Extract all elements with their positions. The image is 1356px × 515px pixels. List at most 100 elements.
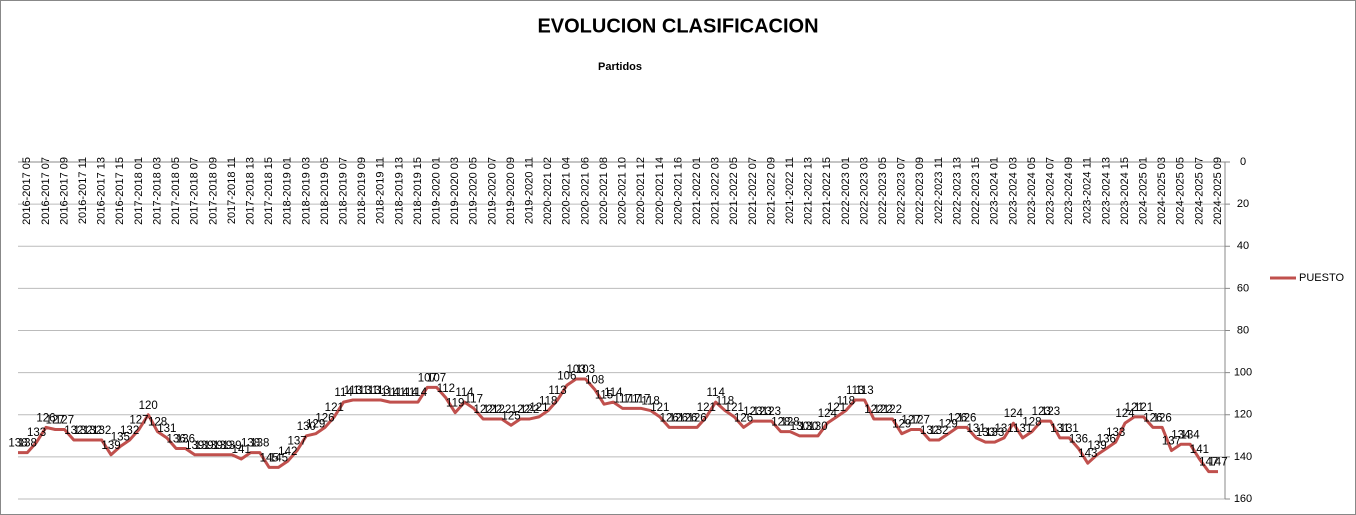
data-label: 121 — [1134, 402, 1153, 414]
data-label: 139 — [1087, 440, 1106, 452]
data-label: 126 — [687, 412, 706, 424]
data-label: 124 — [1004, 408, 1024, 420]
x-tick-label: 2021-2022 03 — [710, 157, 722, 225]
x-tick-label: 2023-2024 05 — [1026, 157, 1038, 225]
x-tick-label: 2016-2017 07 — [40, 157, 52, 225]
x-tick-label: 2020-2021 12 — [635, 157, 647, 225]
data-label: 114 — [409, 387, 428, 399]
data-label: 117 — [613, 393, 631, 405]
x-tick-label: 2018-2019 03 — [300, 157, 312, 225]
data-label: 137 — [287, 436, 306, 448]
data-label: 136 — [167, 433, 186, 445]
data-label: 123 — [1041, 406, 1060, 418]
data-label: 121 — [1125, 402, 1144, 414]
x-tick-label: 2024-2025 03 — [1156, 157, 1168, 225]
data-label: 129 — [939, 419, 958, 431]
x-tick-label: 2018-2019 11 — [375, 157, 387, 224]
data-label: 142 — [278, 446, 297, 458]
data-label: 126 — [734, 412, 753, 424]
data-label: 114 — [334, 387, 353, 399]
data-label: 126 — [1153, 412, 1172, 424]
data-label: 103 — [567, 364, 586, 376]
data-label: 127 — [911, 415, 930, 427]
x-tick-label: 2022-2023 07 — [896, 157, 908, 225]
data-label: 114 — [604, 387, 623, 399]
x-tick-label: 2023-2024 07 — [1044, 157, 1056, 225]
data-label: 131 — [1050, 423, 1069, 435]
data-label: 108 — [585, 375, 604, 387]
data-label: 131 — [1013, 423, 1032, 435]
data-label: 114 — [707, 387, 726, 399]
x-tick-label: 2020-2021 02 — [542, 157, 554, 225]
data-label: 125 — [501, 410, 520, 422]
data-label: 129 — [892, 419, 911, 431]
data-label: 123 — [753, 406, 772, 418]
x-tick-label: 2020-2021 10 — [617, 157, 629, 225]
x-tick-label: 2022-2023 03 — [858, 157, 870, 225]
data-label: 132 — [74, 425, 93, 437]
data-label: 139 — [101, 440, 120, 452]
data-label: 117 — [465, 393, 483, 405]
data-label: 123 — [1032, 406, 1051, 418]
data-label: 122 — [883, 404, 902, 416]
data-label: 122 — [874, 404, 893, 416]
x-tick-label: 2021-2022 05 — [728, 157, 740, 225]
x-tick-label: 2018-2019 07 — [337, 157, 349, 225]
data-label: 122 — [864, 404, 883, 416]
x-tick-label: 2017-2018 09 — [207, 157, 219, 225]
data-label: 128 — [780, 417, 799, 429]
data-label: 122 — [492, 404, 511, 416]
x-tick-label: 2016-2017 13 — [96, 157, 108, 225]
data-label: 145 — [260, 452, 279, 464]
data-label: 118 — [716, 396, 734, 408]
data-label: 132 — [929, 425, 948, 437]
data-label: 126 — [36, 412, 55, 424]
x-tick-label: 2023-2024 11 — [1082, 157, 1094, 224]
x-tick-label: 2021-2022 09 — [765, 157, 777, 225]
y-tick-label: 80 — [1237, 324, 1249, 336]
data-label: 117 — [623, 393, 641, 405]
data-label: 132 — [920, 425, 939, 437]
data-label: 128 — [1022, 417, 1041, 429]
data-label: 113 — [846, 385, 864, 397]
data-label: 133 — [27, 427, 46, 439]
y-tick-label: 40 — [1237, 240, 1249, 252]
x-tick-label: 2024-2025 05 — [1175, 157, 1187, 225]
data-label: 139 — [213, 440, 232, 452]
data-label: 139 — [194, 440, 213, 452]
data-label: 124 — [818, 408, 838, 420]
x-tick-label: 2020-2021 08 — [598, 157, 610, 225]
x-tick-label: 2022-2023 05 — [877, 157, 889, 225]
x-tick-label: 2019-2020 09 — [505, 157, 517, 225]
data-label: 114 — [381, 387, 400, 399]
data-label: 130 — [808, 421, 827, 433]
data-label: 132 — [120, 425, 139, 437]
data-label: 119 — [446, 398, 464, 410]
data-label: 114 — [400, 387, 419, 399]
data-label: 138 — [18, 438, 37, 450]
x-tick-label: 2020-2021 04 — [561, 157, 573, 225]
x-tick-label: 2017-2018 03 — [151, 157, 163, 225]
y-tick-label: 20 — [1237, 198, 1249, 210]
data-label: 131 — [967, 423, 986, 435]
data-label: 126 — [315, 412, 334, 424]
data-label: 139 — [222, 440, 241, 452]
x-tick-label: 2019-2020 07 — [486, 157, 498, 225]
x-tick-label: 2019-2020 11 — [524, 157, 536, 224]
y-tick-label: 160 — [1234, 493, 1252, 505]
x-tick-label: 2017-2018 11 — [226, 157, 238, 224]
data-label: 132 — [92, 425, 111, 437]
data-label: 132 — [64, 425, 83, 437]
x-tick-label: 2024-2025 07 — [1193, 157, 1205, 225]
data-label: 123 — [743, 406, 762, 418]
data-label: 124 — [1115, 408, 1135, 420]
data-label: 113 — [344, 385, 362, 397]
x-tick-label: 2017-2018 07 — [189, 157, 201, 225]
data-label: 121 — [725, 402, 744, 414]
x-tick-label: 2019-2020 05 — [468, 157, 480, 225]
x-tick-label: 2021-2022 01 — [691, 157, 703, 225]
x-tick-label: 2022-2023 11 — [933, 157, 945, 224]
data-label: 103 — [576, 364, 595, 376]
x-tick-label: 2017-2018 15 — [263, 157, 275, 225]
data-label: 133 — [985, 427, 1004, 439]
